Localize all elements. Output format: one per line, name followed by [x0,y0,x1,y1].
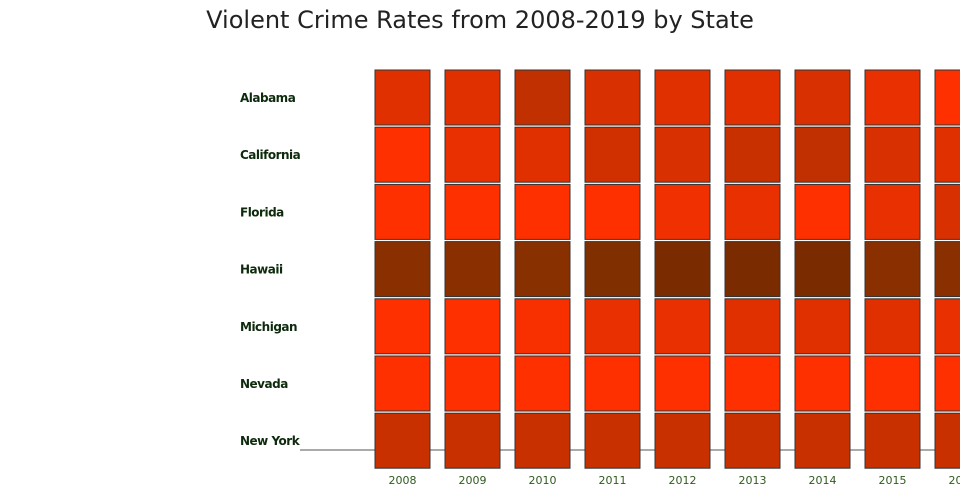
cell [794,412,851,469]
cell [374,412,431,469]
cell [934,298,960,355]
cell [724,126,781,183]
cell [654,126,711,183]
cell [514,412,571,469]
column-label: 2016 [949,474,960,487]
cell [654,241,711,298]
row-label: California [240,148,301,162]
cell [374,126,431,183]
cell [724,183,781,240]
cell [514,241,571,298]
cell [794,355,851,412]
column-label: 2011 [599,474,627,487]
cell [444,355,501,412]
cell [724,298,781,355]
cell [514,298,571,355]
chart-title: Violent Crime Rates from 2008-2019 by St… [206,6,754,34]
cell [794,183,851,240]
cell [864,355,921,412]
column-label: 2013 [739,474,767,487]
column-label: 2008 [389,474,417,487]
cell [794,69,851,126]
column-label: 2015 [879,474,907,487]
cell [864,298,921,355]
cell [444,412,501,469]
cell [794,126,851,183]
cell [794,298,851,355]
cell [724,355,781,412]
cell [654,355,711,412]
row-label: Hawaii [240,263,283,277]
row-label: Michigan [240,320,297,334]
cell [934,183,960,240]
cell [654,412,711,469]
cell [864,126,921,183]
cell [374,355,431,412]
cell [584,412,641,469]
cell [374,183,431,240]
column-label: 2014 [809,474,837,487]
row-label: Alabama [240,91,296,105]
cell [654,183,711,240]
cell [444,126,501,183]
cell [584,126,641,183]
cell [864,241,921,298]
cell [584,183,641,240]
cell [654,69,711,126]
cell [864,183,921,240]
cell [864,412,921,469]
cell [934,355,960,412]
cell [374,298,431,355]
cell [444,183,501,240]
cell [444,298,501,355]
cell [584,241,641,298]
row-label: New York [240,434,301,448]
cell [444,69,501,126]
cell [374,69,431,126]
cell [864,69,921,126]
cell [514,355,571,412]
row-label: Nevada [240,377,288,391]
column-label: 2009 [459,474,487,487]
cell [514,69,571,126]
cell [584,69,641,126]
cell [794,241,851,298]
column-label: 2012 [669,474,697,487]
cell [934,412,960,469]
cell [934,126,960,183]
cell [724,69,781,126]
cell [584,298,641,355]
column-label: 2010 [529,474,557,487]
cell [724,412,781,469]
cell [444,241,501,298]
cell [584,355,641,412]
cell [934,241,960,298]
cell [374,241,431,298]
cell [514,126,571,183]
cell [654,298,711,355]
cell [724,241,781,298]
cell [514,183,571,240]
row-label: Florida [240,205,284,219]
cell [934,69,960,126]
